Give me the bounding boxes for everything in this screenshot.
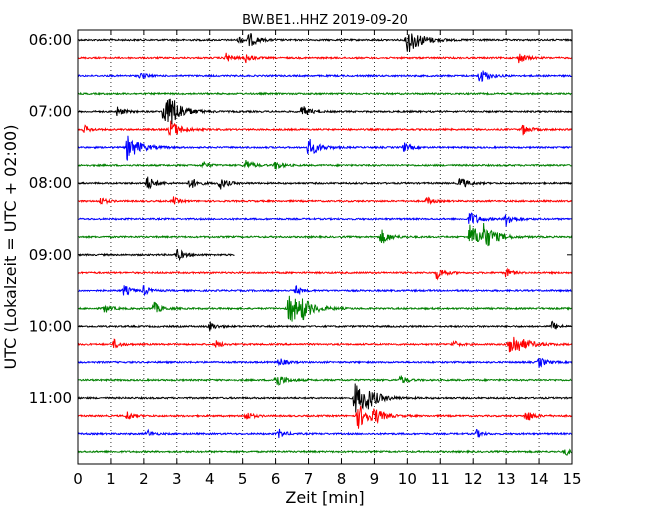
y-tick-label-0900: 09:00: [29, 246, 72, 264]
seismic-trace-1015: [77, 336, 573, 353]
seismic-trace-0700: [77, 98, 573, 125]
x-tick-label-3: 3: [172, 470, 182, 488]
vertical-grid: [110, 30, 540, 464]
x-tick-label-15: 15: [562, 470, 581, 488]
seismic-trace-0845: [77, 222, 573, 247]
y-tick-label-0700: 07:00: [29, 103, 72, 121]
seismic-trace-1045: [77, 375, 573, 386]
y-tick-label-1100: 11:00: [29, 389, 72, 407]
seismic-trace-0800: [77, 176, 573, 190]
seismic-trace-0815: [77, 196, 573, 206]
seismic-trace-1145: [77, 448, 573, 456]
x-tick-label-13: 13: [497, 470, 516, 488]
x-tick-label-5: 5: [238, 470, 248, 488]
seismic-trace-0600: [77, 33, 573, 52]
seismic-trace-0930: [77, 285, 573, 297]
x-tick-label-4: 4: [205, 470, 215, 488]
seismic-trace-0745: [77, 160, 573, 170]
trace-group: [77, 33, 573, 456]
x-tick-label-11: 11: [431, 470, 450, 488]
seismic-trace-0830: [77, 212, 573, 227]
x-tick-label-0: 0: [73, 470, 83, 488]
x-tick-label-7: 7: [304, 470, 314, 488]
seismic-trace-0730: [77, 135, 573, 161]
x-tick-label-1: 1: [106, 470, 116, 488]
plot-frame: [77, 29, 573, 465]
x-tick-label-12: 12: [464, 470, 483, 488]
axes: 0 1 2 3 4 5 6 7 8 9 10 11 12 13 14 1506:0007:0008:0009:…: [29, 30, 582, 488]
x-tick-label-2: 2: [139, 470, 149, 488]
y-axis-title: UTC (Lokalzeit = UTC + 02:00): [1, 125, 20, 370]
seismic-trace-1115: [77, 405, 573, 429]
seismic-trace-1100: [77, 383, 573, 413]
x-axis-title: Zeit [min]: [285, 488, 364, 507]
x-tick-label-6: 6: [271, 470, 281, 488]
seismic-trace-0945: [77, 295, 573, 322]
x-tick-label-8: 8: [337, 470, 347, 488]
x-tick-label-10: 10: [398, 470, 417, 488]
y-tick-label-1000: 10:00: [29, 317, 72, 335]
seismic-trace-0915: [77, 267, 573, 281]
chart-title: BW.BE1..HHZ 2019-09-20: [242, 13, 408, 28]
seismic-trace-1030: [77, 357, 573, 368]
y-tick-label-0600: 06:00: [29, 31, 72, 49]
seismic-trace-1000: [77, 320, 573, 332]
x-tick-label-9: 9: [370, 470, 380, 488]
seismic-trace-0900: [77, 248, 235, 262]
seismic-trace-1130: [77, 428, 573, 439]
seismic-trace-0715: [77, 120, 573, 137]
seismic-trace-0615: [77, 52, 573, 64]
seismic-trace-0630: [77, 70, 573, 82]
x-tick-label-14: 14: [530, 470, 549, 488]
seismic-trace-0645: [77, 91, 573, 96]
y-tick-label-0800: 08:00: [29, 174, 72, 192]
